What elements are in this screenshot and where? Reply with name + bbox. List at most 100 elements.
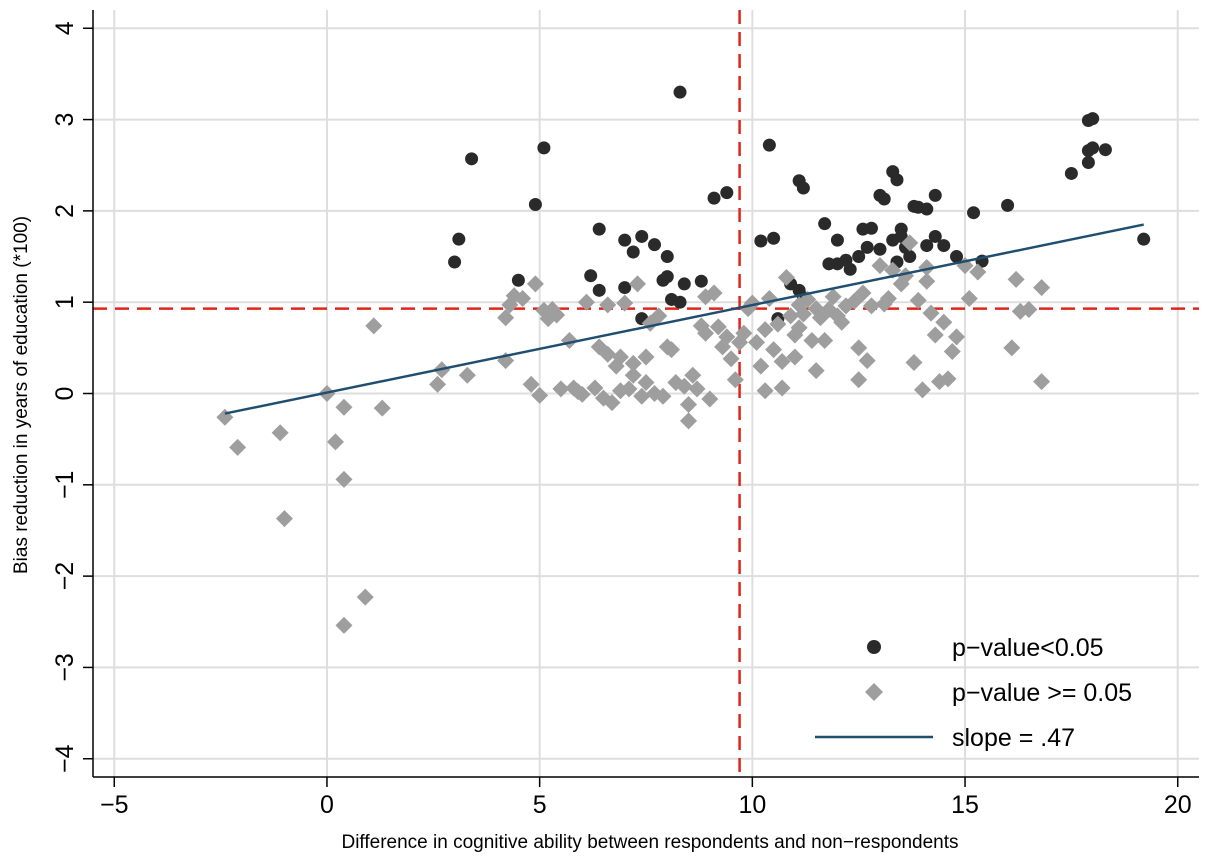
data-point-significant [928, 188, 942, 202]
data-points [216, 85, 1151, 634]
legend-marker-significant [867, 640, 881, 654]
data-point-significant [720, 186, 734, 200]
data-point-significant [754, 234, 768, 248]
data-point-significant [465, 152, 479, 166]
data-point-nonsignificant [599, 296, 617, 314]
data-point-nonsignificant [514, 290, 532, 308]
y-tick-label: 3 [51, 113, 79, 127]
data-point-nonsignificant [909, 291, 927, 309]
reference-lines [93, 10, 1199, 777]
legend-label-slope: slope = .47 [952, 724, 1075, 752]
data-point-nonsignificant [620, 380, 638, 398]
x-tick-label: 15 [951, 791, 979, 819]
data-point-significant [592, 222, 606, 236]
legend: p−value<0.05 p−value >= 0.05 slope = .47 [815, 634, 1132, 752]
data-point-significant [767, 231, 781, 245]
data-point-nonsignificant [624, 354, 642, 372]
data-point-nonsignificant [522, 375, 540, 393]
data-point-significant [1086, 112, 1100, 126]
y-axis-title: Bias reduction in years of education (*1… [11, 216, 32, 574]
data-point-nonsignificant [816, 332, 834, 350]
y-tick-label: −1 [51, 471, 79, 500]
y-tick-label: 2 [51, 204, 79, 218]
data-point-nonsignificant [709, 318, 727, 336]
data-point-significant [762, 138, 776, 152]
data-point-nonsignificant [633, 387, 651, 405]
data-point-nonsignificant [356, 588, 374, 606]
data-point-nonsignificant [782, 307, 800, 325]
data-point-significant [677, 277, 691, 291]
data-point-nonsignificant [429, 375, 447, 393]
data-point-significant [873, 242, 887, 256]
data-point-significant [890, 173, 904, 187]
data-point-nonsignificant [918, 258, 936, 276]
data-point-nonsignificant [803, 332, 821, 350]
data-point-nonsignificant [1033, 279, 1051, 297]
data-point-significant [618, 233, 632, 247]
data-point-nonsignificant [879, 290, 897, 308]
data-point-significant [537, 141, 551, 155]
data-point-significant [660, 250, 674, 264]
data-point-nonsignificant [1011, 302, 1029, 320]
data-point-nonsignificant [501, 296, 519, 314]
y-tick-label: 0 [51, 387, 79, 401]
data-point-nonsignificant [586, 379, 604, 397]
data-point-significant [1098, 143, 1112, 157]
data-point-nonsignificant [335, 398, 353, 416]
data-point-nonsignificant [637, 374, 655, 392]
data-point-nonsignificant [935, 313, 953, 331]
data-point-significant [920, 239, 934, 253]
data-point-nonsignificant [335, 470, 353, 488]
data-point-significant [448, 255, 462, 269]
data-point-nonsignificant [794, 305, 812, 323]
data-point-significant [635, 229, 649, 243]
y-tick-label: −4 [51, 744, 79, 773]
x-axis-title: Difference in cognitive ability between … [341, 832, 958, 853]
x-tick-label: −5 [100, 791, 129, 819]
data-point-significant [694, 274, 708, 288]
data-point-significant [928, 229, 942, 243]
data-point-nonsignificant [684, 366, 702, 384]
data-point-nonsignificant [526, 275, 544, 293]
data-point-nonsignificant [833, 313, 851, 331]
data-point-nonsignificant [969, 263, 987, 281]
data-point-nonsignificant [365, 317, 383, 335]
data-point-significant [618, 281, 632, 295]
data-point-nonsignificant [650, 307, 668, 325]
data-point-nonsignificant [765, 341, 783, 359]
data-point-nonsignificant [756, 382, 774, 400]
data-point-nonsignificant [726, 371, 744, 389]
data-point-significant [584, 269, 598, 283]
data-point-nonsignificant [1033, 373, 1051, 391]
data-point-nonsignificant [705, 284, 723, 302]
data-point-significant [452, 232, 466, 246]
data-point-nonsignificant [577, 293, 595, 311]
data-point-nonsignificant [603, 394, 621, 412]
data-point-significant [796, 181, 810, 195]
data-point-significant [852, 250, 866, 264]
data-point-nonsignificant [862, 297, 880, 315]
data-point-significant [511, 273, 525, 287]
data-point-nonsignificant [688, 380, 706, 398]
data-point-nonsignificant [531, 386, 549, 404]
data-point-nonsignificant [326, 433, 344, 451]
data-point-nonsignificant [769, 315, 787, 333]
data-point-nonsignificant [756, 321, 774, 339]
legend-label-nonsignificant: p−value >= 0.05 [952, 679, 1132, 707]
data-point-nonsignificant [858, 352, 876, 370]
data-point-significant [903, 250, 917, 264]
data-point-nonsignificant [807, 362, 825, 380]
data-point-nonsignificant [960, 290, 978, 308]
data-point-significant [950, 250, 964, 264]
data-point-nonsignificant [675, 377, 693, 395]
y-tick-label: 4 [51, 21, 79, 35]
data-point-nonsignificant [1020, 300, 1038, 318]
data-point-significant [528, 197, 542, 211]
data-point-nonsignificant [905, 353, 923, 371]
data-point-significant [1064, 166, 1078, 180]
data-point-significant [1001, 198, 1015, 212]
data-point-significant [967, 206, 981, 220]
x-tick-label: 5 [533, 791, 547, 819]
data-point-nonsignificant [901, 234, 919, 252]
